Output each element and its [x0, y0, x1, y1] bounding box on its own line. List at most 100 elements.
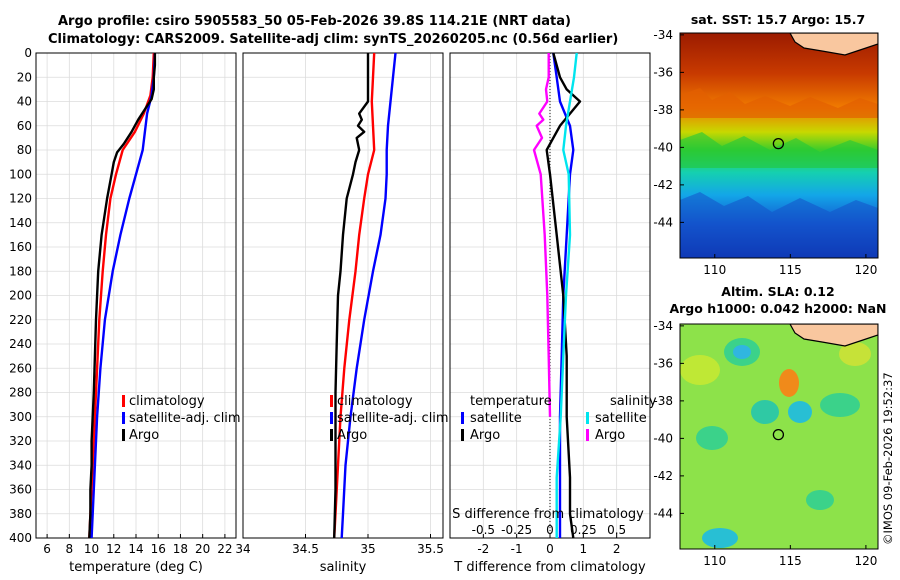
- sst-map-frame: [679, 32, 879, 259]
- sla-eddy: [820, 393, 860, 417]
- sst-argo-marker: [772, 137, 785, 150]
- axes-frame: [242, 52, 444, 539]
- x-tick-label: 14: [128, 542, 143, 556]
- x2-tick-label: 0.5: [607, 523, 626, 537]
- sla-eddy: [806, 490, 834, 510]
- legend-swatch: [461, 429, 464, 441]
- y-tick-label: 360: [9, 483, 32, 497]
- x-tick-label: -2: [477, 542, 489, 556]
- figure-title-line1: Argo profile: csiro 5905583_50 05-Feb-20…: [58, 14, 571, 29]
- x-tick-label: 35: [360, 542, 375, 556]
- y-tick-label: 400: [9, 531, 32, 545]
- sla-argo-marker: [772, 428, 785, 441]
- map-y-tick-label: -38: [653, 394, 673, 408]
- x-tick-label: 12: [106, 542, 121, 556]
- y-tick-label: 120: [9, 192, 32, 206]
- sst-noise-blue: [680, 192, 878, 258]
- sla-eddy: [779, 369, 799, 397]
- sla-eddy: [696, 426, 728, 450]
- sst-noise-green: [680, 132, 878, 168]
- map-y-tick-label: -36: [653, 356, 673, 370]
- x-tick-label: 35.5: [417, 542, 444, 556]
- sla-map-title2: Argo h1000: 0.042 h2000: NaN: [669, 301, 886, 316]
- legend-label: climatology: [337, 394, 413, 409]
- x-tick-label: 18: [173, 542, 188, 556]
- x2-tick-label: -0.25: [501, 523, 532, 537]
- y-tick-label: 160: [9, 240, 32, 254]
- imos-watermark: ©IMOS 09-Feb-2026 19:52:37: [881, 372, 895, 545]
- x-axis-label: temperature (deg C): [69, 560, 203, 575]
- x-tick-label: 2: [613, 542, 621, 556]
- y-tick-label: 240: [9, 337, 32, 351]
- sst-map-title: sat. SST: 15.7 Argo: 15.7: [691, 12, 865, 27]
- legend-label: satellite-adj. clim: [337, 411, 449, 426]
- x-tick-label: 0: [546, 542, 554, 556]
- legend-swatch: [330, 395, 333, 407]
- x-tick-label: 1: [580, 542, 588, 556]
- x-axis-label: T difference from climatology: [453, 560, 646, 575]
- legend-label: Argo: [595, 428, 625, 443]
- map-x-tick-label: 115: [779, 263, 802, 277]
- temperature-panel: 6 8 10 12 14 16 18 20 22 temperature (deg C) 0 20 40…: [9, 46, 241, 575]
- y-tick-label: 100: [9, 167, 32, 181]
- map-y-tick-label: -42: [653, 469, 673, 483]
- map-y-tick-label: -42: [653, 178, 673, 192]
- sla-map: Altim. SLA: 0.12 Argo h1000: 0.042 h2000…: [653, 284, 886, 568]
- legend-title-salinity: salinity: [610, 394, 657, 409]
- y-tick-label: 260: [9, 361, 32, 375]
- map-y-tick-label: -36: [653, 65, 673, 79]
- sla-eddy: [680, 355, 720, 385]
- x2-axis-label: S difference from climatology: [452, 507, 644, 522]
- map-y-tick-label: -40: [653, 140, 673, 154]
- figure-title-line2: Climatology: CARS2009. Satellite-adj cli…: [48, 32, 619, 47]
- legend-label: satellite: [595, 411, 647, 426]
- sla-eddy: [751, 400, 779, 424]
- legend-title-temperature: temperature: [470, 394, 552, 409]
- map-x-tick-label: 120: [854, 263, 877, 277]
- y-tick-label: 200: [9, 289, 32, 303]
- map-y-tick-label: -34: [653, 28, 673, 42]
- x2-tick-label: -0.5: [472, 523, 495, 537]
- legend-swatch: [586, 429, 589, 441]
- legend-swatch: [461, 412, 464, 424]
- x-tick-label: 16: [151, 542, 166, 556]
- x-tick-label: 8: [66, 542, 74, 556]
- series-line-satellite-adj-clim: [340, 52, 397, 539]
- y-tick-label: 20: [17, 70, 32, 84]
- sst-map: sat. SST: 15.7 Argo: 15.7 110 115 120 -34 -3…: [653, 12, 879, 277]
- legend-label: satellite: [470, 411, 522, 426]
- salinity-panel: 34 34.5 35 35.5 salinity climatology satellite…: [235, 52, 449, 575]
- legend-label: climatology: [129, 394, 205, 409]
- map-y-tick-label: -34: [653, 319, 673, 333]
- legend-label: Argo: [129, 428, 159, 443]
- x-tick-label: 6: [43, 542, 51, 556]
- x-tick-label: 20: [195, 542, 210, 556]
- sla-eddy: [702, 528, 738, 548]
- x-tick-label: 34.5: [292, 542, 319, 556]
- legend-swatch: [330, 429, 333, 441]
- y-tick-label: 380: [9, 507, 32, 521]
- series-line-temperature-argo: [545, 52, 582, 539]
- sla-land: [789, 324, 878, 347]
- x-tick-label: 22: [217, 542, 232, 556]
- x-tick-label: 10: [84, 542, 99, 556]
- series-line-argo: [333, 53, 370, 539]
- y-tick-label: 40: [17, 95, 32, 109]
- map-x-tick-label: 115: [779, 554, 802, 568]
- legend-swatch: [586, 412, 589, 424]
- map-y-tick-label: -44: [653, 215, 673, 229]
- difference-panel: -2 -1 0 1 2 T difference from climatology temp…: [449, 52, 657, 575]
- sst-land: [789, 33, 878, 56]
- x2-tick-label: 0.25: [570, 523, 597, 537]
- sla-eddy: [839, 342, 871, 366]
- map-x-tick-label: 120: [854, 554, 877, 568]
- y-tick-label: 280: [9, 386, 32, 400]
- y-tick-label: 0: [24, 46, 32, 60]
- y-tick-label: 300: [9, 410, 32, 424]
- map-y-tick-label: -38: [653, 103, 673, 117]
- x-tick-label: 34: [235, 542, 250, 556]
- legend-swatch: [122, 395, 125, 407]
- y-tick-label: 80: [17, 143, 32, 157]
- x-tick-label: -1: [511, 542, 523, 556]
